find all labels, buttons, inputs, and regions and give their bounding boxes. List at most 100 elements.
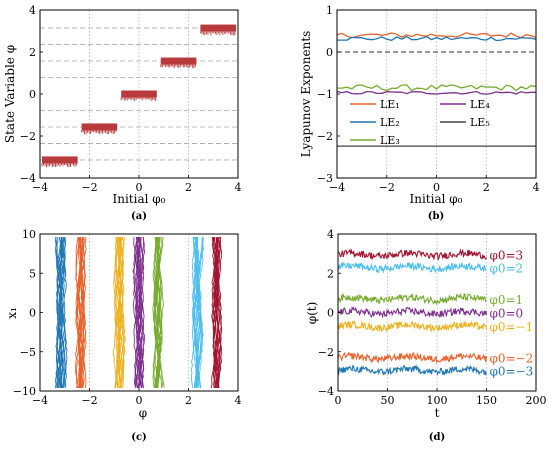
y-tick-label: −2: [318, 346, 334, 359]
attractor-trajectory: [114, 237, 122, 388]
series-label: φ0=−2: [489, 352, 533, 366]
panel-a-caption: (a): [131, 211, 147, 222]
x-tick-label: 200: [526, 394, 547, 407]
attractor-trajectory: [135, 237, 142, 388]
attractor-trajectory: [60, 237, 67, 388]
state-segment: [42, 156, 78, 164]
y-tick-label: 0: [29, 88, 36, 101]
x-tick-label: 0: [335, 394, 342, 407]
x-tick-label: 2: [185, 394, 192, 407]
y-tick-label: 10: [22, 228, 36, 241]
x-tick-label: 2: [483, 181, 490, 194]
phi-series-line: [337, 292, 487, 306]
x-tick-label: 50: [381, 394, 395, 407]
attractor-trajectory: [117, 237, 125, 389]
panel-c-xlabel: φ: [139, 406, 147, 420]
y-tick-label: −2: [317, 130, 333, 143]
x-tick-label: 0: [136, 181, 143, 194]
y-tick-label: −5: [20, 346, 36, 359]
x-tick-label: −4: [329, 181, 345, 194]
panel-d-ylabel: φ(t): [305, 302, 319, 325]
y-tick-label: −4: [20, 172, 36, 185]
series-label: φ0=1: [489, 293, 523, 307]
y-tick-label: −2: [20, 130, 36, 143]
y-tick-label: 2: [327, 267, 334, 280]
legend-label: LE₅: [470, 116, 490, 129]
panel-a-xlabel: Initial φ₀: [113, 192, 166, 206]
y-tick-label: 5: [29, 267, 36, 280]
panel-b-xlabel: Initial φ₀: [410, 192, 463, 206]
state-segment: [121, 90, 157, 98]
attractor-trajectory: [212, 237, 219, 388]
panel-b-caption: (b): [428, 211, 444, 222]
x-tick-label: 4: [533, 181, 540, 194]
x-tick-label: 2: [185, 181, 192, 194]
panel-d-xlabel: t: [435, 406, 440, 420]
attractor-trajectory: [193, 237, 200, 388]
series-label: φ0=−1: [489, 320, 533, 334]
attractor-trajectory: [75, 237, 81, 388]
x-tick-label: −2: [81, 181, 97, 194]
panel-c-ylabel: x₁: [5, 307, 19, 319]
x-tick-label: −4: [32, 181, 48, 194]
panel-b-legend: LE₁ LE₄ LE₂ LE₅ LE₃: [350, 98, 490, 147]
x-tick-label: 150: [476, 394, 497, 407]
series-label: φ0=−3: [489, 364, 533, 378]
series-label: φ0=0: [489, 307, 523, 321]
attractor-trajectory: [194, 237, 202, 388]
x-tick-label: 4: [235, 394, 242, 407]
y-tick-label: −10: [13, 385, 36, 398]
state-segment-noise: [199, 31, 236, 36]
phi-series-line: [337, 364, 488, 377]
y-tick-label: 4: [29, 4, 36, 17]
attractor-trajectory: [80, 237, 87, 388]
x-tick-label: −2: [379, 181, 395, 194]
attractor-trajectory: [154, 236, 161, 388]
attractor-trajectory: [137, 237, 145, 388]
x-tick-label: −4: [32, 394, 48, 407]
phi-series-line: [337, 320, 488, 333]
attractor-trajectory: [75, 237, 82, 388]
panel-b-ylabel: Lyapunov Exponents: [299, 31, 313, 158]
attractor-trajectory: [196, 237, 205, 388]
y-tick-label: 0: [29, 307, 36, 320]
state-segment-noise: [160, 64, 196, 69]
attractor-trajectory: [54, 236, 64, 389]
attractor-trajectory: [116, 237, 124, 388]
panel-a-ylabel: State Variable φ: [3, 45, 17, 143]
lyapunov-series-line: [337, 35, 537, 42]
y-tick-label: 0: [326, 46, 333, 59]
lyapunov-series-line: [336, 90, 537, 95]
attractor-trajectory: [114, 237, 122, 389]
series-label: φ0=3: [489, 249, 523, 263]
phi-series-line: [337, 306, 488, 319]
state-segment-noise: [81, 130, 117, 135]
legend-label: LE₂: [380, 116, 400, 129]
state-segment: [160, 57, 197, 65]
phi-series-line: [337, 248, 487, 262]
attractor-trajectory: [156, 237, 163, 388]
panel-c: −4 −2 0 2 4 −10 −5 0 5 10 φ x₁ (c): [5, 228, 242, 443]
attractor-trajectory: [57, 237, 64, 388]
phi-series-line: [337, 351, 488, 365]
x-tick-label: 0: [433, 181, 440, 194]
state-segment-noise: [41, 163, 77, 168]
y-tick-label: 1: [326, 4, 333, 17]
y-tick-label: −3: [317, 172, 333, 185]
y-tick-label: 4: [327, 228, 334, 241]
lyapunov-series-line: [337, 84, 537, 92]
attractor-trajectory: [75, 237, 83, 388]
series-label: φ0=2: [489, 261, 523, 275]
state-segment: [200, 24, 236, 32]
attractor-trajectory: [152, 237, 160, 388]
legend-label: LE₄: [470, 98, 490, 111]
panel-b: −4 −2 0 2 4 −3 −2 −1 0 1 LE₁ LE₄ LE₂ LE₅ LE₃ Initial …: [299, 4, 540, 222]
attractor-trajectory: [214, 237, 222, 388]
attractor-trajectory: [56, 237, 64, 388]
panel-c-caption: (c): [131, 432, 147, 443]
attractor-trajectory: [153, 237, 161, 388]
legend-label: LE₃: [380, 134, 400, 147]
attractor-trajectory: [152, 237, 159, 389]
